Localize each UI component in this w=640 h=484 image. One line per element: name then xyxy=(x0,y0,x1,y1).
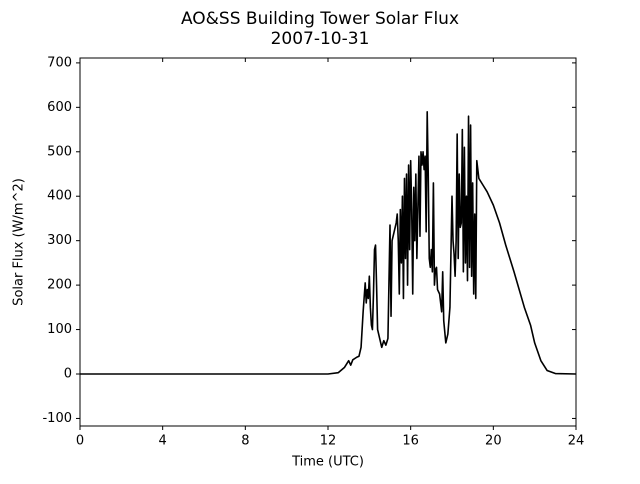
y-tick-label: 0 xyxy=(64,367,72,382)
y-tick-label: 700 xyxy=(47,55,72,70)
x-axis-label: Time (UTC) xyxy=(291,455,364,470)
data-line xyxy=(80,110,577,375)
y-tick-label: 200 xyxy=(47,278,72,293)
x-tick-label: 0 xyxy=(76,434,84,449)
x-tick-label: 20 xyxy=(485,434,502,449)
y-tick-label: 300 xyxy=(47,233,72,248)
y-tick-label: 400 xyxy=(47,189,72,204)
y-axis-label: Solar Flux (W/m^2) xyxy=(12,178,27,306)
y-tick-label: -100 xyxy=(42,411,72,426)
plot-frame xyxy=(79,57,577,427)
y-tick-label: 100 xyxy=(47,322,72,337)
y-tick-label: 600 xyxy=(47,100,72,115)
x-tick-label: 12 xyxy=(320,434,337,449)
x-tick-label: 16 xyxy=(402,434,419,449)
y-tick-label: 500 xyxy=(47,144,72,159)
chart-title: AO&SS Building Tower Solar Flux xyxy=(181,9,459,29)
x-tick-label: 24 xyxy=(568,434,585,449)
chart-subtitle: 2007-10-31 xyxy=(271,29,370,49)
x-tick-label: 4 xyxy=(159,434,167,449)
x-tick-label: 8 xyxy=(241,434,249,449)
